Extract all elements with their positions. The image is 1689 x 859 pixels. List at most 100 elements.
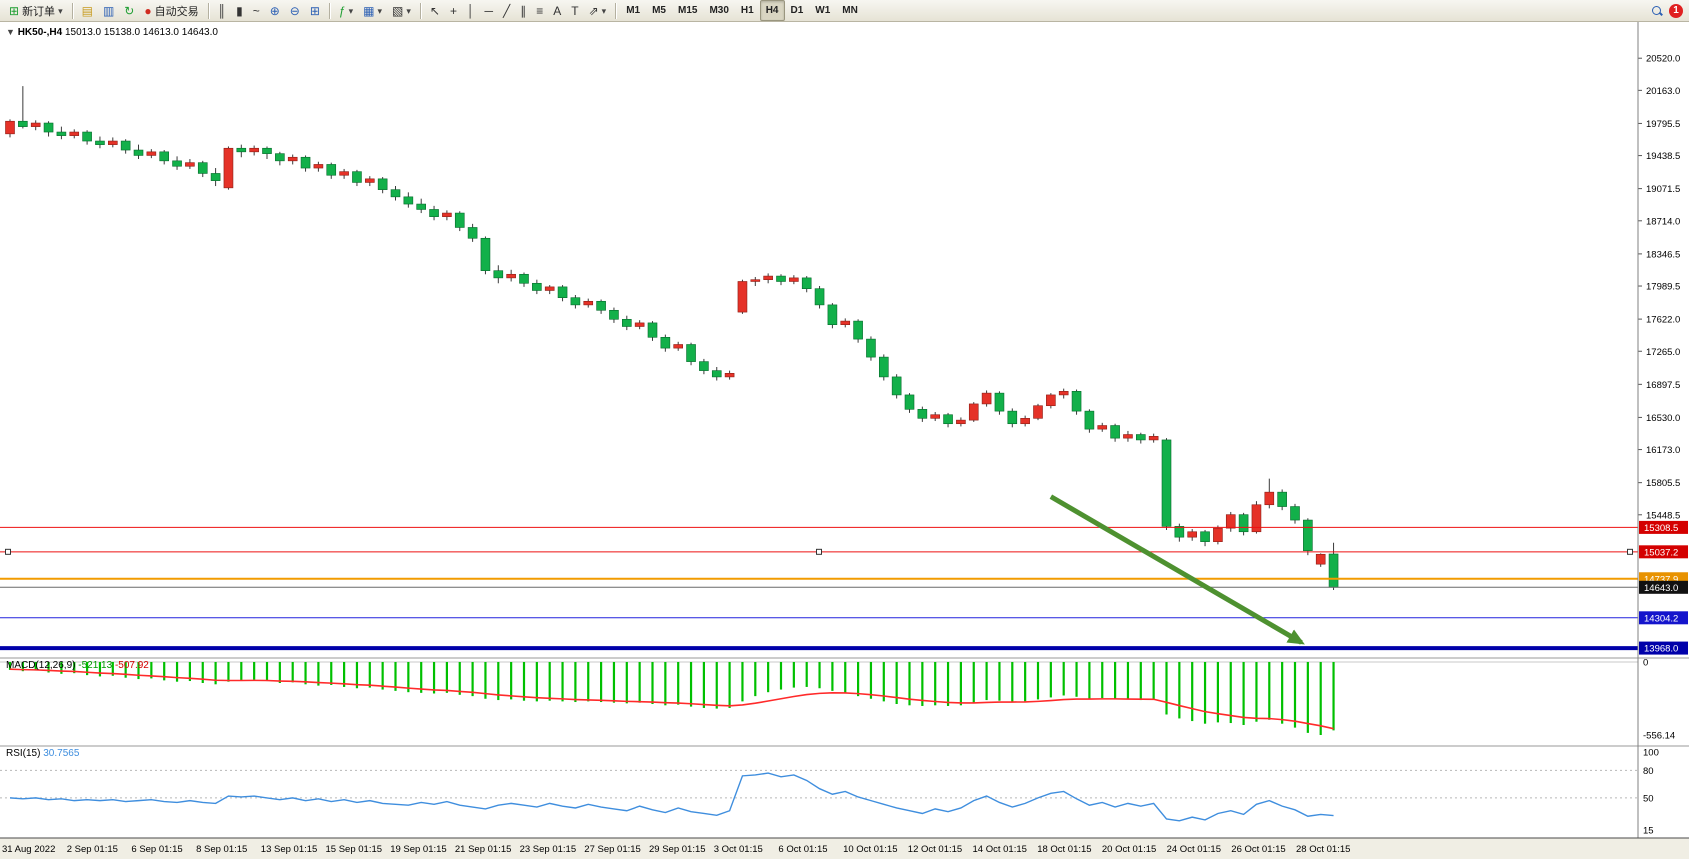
svg-text:12 Oct 01:15: 12 Oct 01:15 xyxy=(908,844,962,855)
horizontal-line-button[interactable]: ─ xyxy=(479,0,498,21)
objects-button[interactable]: ▦ ▾ xyxy=(358,0,387,21)
bar-chart-button[interactable]: ║ xyxy=(213,0,232,21)
text-label-icon: T xyxy=(571,3,579,18)
new-chart-button[interactable]: ▤ xyxy=(77,0,98,21)
toolbar-separator xyxy=(207,2,209,19)
timeframe-mn-button[interactable]: MN xyxy=(842,5,858,16)
text-label-button[interactable]: T xyxy=(566,0,583,21)
svg-text:27 Sep 01:15: 27 Sep 01:15 xyxy=(584,844,641,855)
search-icon[interactable] xyxy=(1651,5,1663,17)
timeframe-w1-button[interactable]: W1 xyxy=(815,5,831,16)
cursor-button[interactable]: ↖ xyxy=(425,0,445,21)
autotrading-button[interactable]: ● 自动交易 xyxy=(139,0,203,21)
svg-text:14304.2: 14304.2 xyxy=(1644,613,1678,624)
svg-text:19 Sep 01:15: 19 Sep 01:15 xyxy=(390,844,447,855)
zoom-in-button[interactable]: ⊕ xyxy=(265,0,285,21)
arrows-icon: ⇗ xyxy=(588,3,599,18)
indicators-button[interactable]: ƒ ▾ xyxy=(334,0,358,21)
svg-text:15308.5: 15308.5 xyxy=(1644,523,1678,534)
macd-name: MACD(12,26,9) xyxy=(6,660,76,671)
svg-text:26 Oct 01:15: 26 Oct 01:15 xyxy=(1231,844,1285,855)
trendline-button[interactable]: ╱ xyxy=(498,0,515,21)
candlestick-chart-button[interactable]: ▮ xyxy=(231,0,248,21)
zoom-in-icon: ⊕ xyxy=(269,3,280,18)
timeframe-h4-button[interactable]: H4 xyxy=(759,0,785,21)
indicators-icon: ƒ xyxy=(338,3,346,18)
macd-signal-value: -507.92 xyxy=(114,660,149,671)
line-chart-icon: ~ xyxy=(252,3,260,18)
text-button[interactable]: A xyxy=(548,0,566,21)
timeframe-h1-button[interactable]: H1 xyxy=(740,5,754,16)
autotrading-label: 自动交易 xyxy=(154,5,199,18)
svg-text:18714.0: 18714.0 xyxy=(1646,216,1680,227)
toolbar-separator xyxy=(615,2,617,19)
timeframe-m30-button[interactable]: M30 xyxy=(709,5,729,16)
collapse-icon[interactable]: ▼ xyxy=(6,27,15,37)
svg-text:24 Oct 01:15: 24 Oct 01:15 xyxy=(1167,844,1221,855)
svg-text:15037.2: 15037.2 xyxy=(1644,547,1678,558)
svg-text:16173.0: 16173.0 xyxy=(1646,445,1680,456)
svg-text:13 Sep 01:15: 13 Sep 01:15 xyxy=(261,844,318,855)
svg-text:6 Sep 01:15: 6 Sep 01:15 xyxy=(131,844,182,855)
chart-header: ▼ HK50-,H4 15013.0 15138.0 14613.0 14643… xyxy=(6,26,218,38)
rsi-name: RSI(15) xyxy=(6,748,41,759)
horizontal-line-icon: ─ xyxy=(484,3,493,18)
svg-text:10 Oct 01:15: 10 Oct 01:15 xyxy=(843,844,897,855)
svg-text:20 Oct 01:15: 20 Oct 01:15 xyxy=(1102,844,1156,855)
svg-text:14 Oct 01:15: 14 Oct 01:15 xyxy=(973,844,1027,855)
fibonacci-icon: ≡ xyxy=(536,3,544,18)
svg-text:80: 80 xyxy=(1643,766,1654,777)
svg-text:100: 100 xyxy=(1643,748,1659,759)
templates-icon: ▧ xyxy=(392,3,404,18)
svg-text:16530.0: 16530.0 xyxy=(1646,413,1680,424)
chevron-down-icon: ▾ xyxy=(348,5,354,16)
arrows-button[interactable]: ⇗ ▾ xyxy=(584,0,612,21)
line-chart-button[interactable]: ~ xyxy=(248,0,265,21)
chevron-down-icon: ▾ xyxy=(377,5,383,16)
time-axis[interactable] xyxy=(0,838,1638,859)
timeframe-m5-button[interactable]: M5 xyxy=(652,5,666,16)
crosshair-icon: + xyxy=(449,3,457,18)
new-chart-icon: ▤ xyxy=(81,3,93,18)
svg-text:23 Sep 01:15: 23 Sep 01:15 xyxy=(520,844,577,855)
svg-text:31 Aug 2022: 31 Aug 2022 xyxy=(2,844,55,855)
svg-text:19795.5: 19795.5 xyxy=(1646,119,1680,130)
autotrading-icon: ● xyxy=(144,3,152,18)
candlestick-icon: ▮ xyxy=(236,3,243,18)
channel-button[interactable]: ∥ xyxy=(515,0,531,21)
zoom-out-button[interactable]: ⊖ xyxy=(285,0,305,21)
bar-chart-icon: ║ xyxy=(217,3,227,18)
svg-text:14643.0: 14643.0 xyxy=(1644,583,1678,594)
channel-icon: ∥ xyxy=(520,3,527,18)
chart-canvas[interactable]: 15308.5 15037.2 14737.9 14643.0 14304.2 13968… xyxy=(0,22,1689,859)
profiles-button[interactable]: ▥ xyxy=(98,0,119,21)
fibonacci-button[interactable]: ≡ xyxy=(531,0,548,21)
toolbar-separator xyxy=(71,2,73,19)
vertical-line-icon: │ xyxy=(466,3,475,18)
timeframe-m1-button[interactable]: M1 xyxy=(626,5,641,16)
svg-text:8 Sep 01:15: 8 Sep 01:15 xyxy=(196,844,247,855)
svg-text:19438.5: 19438.5 xyxy=(1646,151,1680,162)
chevron-down-icon: ▾ xyxy=(601,5,607,16)
templates-button[interactable]: ▧ ▾ xyxy=(387,0,416,21)
svg-text:6 Oct 01:15: 6 Oct 01:15 xyxy=(778,844,827,855)
price-scale[interactable] xyxy=(1639,22,1689,838)
notification-badge[interactable]: 1 xyxy=(1669,3,1683,18)
new-order-button[interactable]: ⊞ 新订单 ▾ xyxy=(4,0,68,21)
timeframe-m15-button[interactable]: M15 xyxy=(678,5,698,16)
profiles-icon: ▥ xyxy=(102,3,115,18)
svg-text:17265.0: 17265.0 xyxy=(1646,347,1680,358)
refresh-button[interactable]: ↻ xyxy=(119,0,139,21)
svg-text:17622.0: 17622.0 xyxy=(1646,315,1680,326)
tile-windows-button[interactable]: ⊞ xyxy=(305,0,325,21)
svg-text:28 Oct 01:15: 28 Oct 01:15 xyxy=(1296,844,1350,855)
trendline-icon: ╱ xyxy=(502,3,511,18)
objects-icon: ▦ xyxy=(363,3,375,18)
timeframe-d1-button[interactable]: D1 xyxy=(790,5,804,16)
chevron-down-icon: ▾ xyxy=(406,5,411,16)
new-order-icon: ⊞ xyxy=(9,3,20,18)
toolbar-separator xyxy=(328,2,330,19)
crosshair-button[interactable]: + xyxy=(445,0,462,21)
svg-text:13968.0: 13968.0 xyxy=(1644,644,1678,655)
vertical-line-button[interactable]: │ xyxy=(462,0,480,21)
